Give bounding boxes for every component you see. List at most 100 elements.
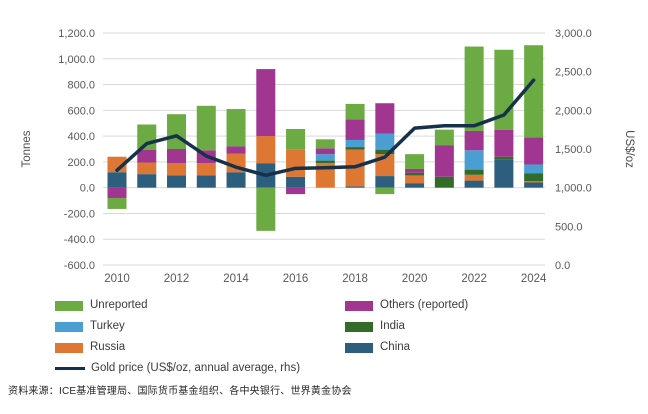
turkey-swatch-icon xyxy=(55,321,83,332)
bar-segment-russia-2022 xyxy=(464,174,484,181)
bar-segment-others-2017 xyxy=(315,148,335,155)
legend-item-unreported: Unreported xyxy=(55,295,345,316)
right-axis-tick: 500.0 xyxy=(555,221,583,233)
bar-segment-china-2023 xyxy=(494,159,514,188)
bar-segment-others-2018 xyxy=(345,119,365,140)
bar-segment-russia-2016 xyxy=(286,149,306,177)
gold-purchases-chart: -600.0 -400.0 -200.0 0.0 200.0 400.0 600.0 800.… xyxy=(21,28,635,285)
legend-item-china: China xyxy=(345,337,468,358)
bar-segment-unreported-2012 xyxy=(167,114,187,149)
x-axis-tick-2024: 2024 xyxy=(521,273,547,285)
bar-segment-others-2024 xyxy=(524,137,544,165)
bar-segment-unreported-2020 xyxy=(405,154,425,169)
bar-segment-russia-2015 xyxy=(256,136,276,164)
right-axis-tick: 2,500.0 xyxy=(555,67,592,79)
right-axis-tick: 1,500.0 xyxy=(555,144,592,156)
bar-segment-russia-2012 xyxy=(167,163,187,176)
x-axis-tick-2020: 2020 xyxy=(402,273,428,285)
legend-item-others: Others (reported) xyxy=(345,295,468,316)
legend-column-1: Unreported Turkey Russia Gold price (US$/oz… xyxy=(55,295,345,379)
left-axis-title: Tonnes xyxy=(21,130,33,167)
others-swatch-icon xyxy=(345,300,373,311)
bar-segment-china-2014 xyxy=(226,172,246,188)
bar-segment-others-2022 xyxy=(464,130,484,151)
right-axis-tick: 1,000.0 xyxy=(555,183,592,195)
bar-segment-china-2016 xyxy=(286,176,306,188)
x-axis-tick-2012: 2012 xyxy=(164,273,190,285)
bar-segment-india-2018 xyxy=(345,147,365,150)
legend-column-2: Others (reported) India China xyxy=(345,295,468,379)
bar-segment-others-2020 xyxy=(405,168,425,173)
legend-item-russia: Russia xyxy=(55,337,345,358)
bar-segment-others-2012 xyxy=(167,149,187,164)
bar-segment-unreported-2014 xyxy=(226,109,246,147)
legend-item-turkey: Turkey xyxy=(55,316,345,337)
left-axis-tick: 600.0 xyxy=(67,105,95,117)
chart-legend: Unreported Turkey Russia Gold price (US$/oz… xyxy=(55,295,615,379)
left-axis-tick: 400.0 xyxy=(67,131,95,143)
bar-segment-china-2019 xyxy=(375,176,395,188)
legend-label-russia: Russia xyxy=(90,340,126,353)
right-axis-tick: 2,000.0 xyxy=(555,105,592,117)
india-swatch-icon xyxy=(345,321,373,332)
bar-segment-china-2013 xyxy=(196,175,216,188)
legend-label-turkey: Turkey xyxy=(90,319,125,332)
bar-segment-china-2022 xyxy=(464,180,484,188)
left-axis-tick: -200.0 xyxy=(64,208,95,220)
bar-segment-india-2017 xyxy=(315,160,335,164)
bar-segment-china-2024 xyxy=(524,182,544,188)
left-axis-tick: 800.0 xyxy=(67,80,95,92)
left-axis-tick: 1,000.0 xyxy=(58,54,95,66)
russia-swatch-icon xyxy=(55,342,83,353)
bar-segment-china-2011 xyxy=(137,174,157,188)
bar-segment-china-2012 xyxy=(167,175,187,188)
bar-segment-unreported-2015 xyxy=(256,187,276,231)
left-axis-tick: 200.0 xyxy=(67,157,95,169)
bar-segment-others-2014 xyxy=(226,146,246,154)
bar-segment-india-2022 xyxy=(464,169,484,175)
bar-segment-others-2021 xyxy=(434,145,454,177)
bar-segment-others-2015 xyxy=(256,69,276,137)
bar-segment-unreported-2018 xyxy=(345,103,365,120)
bar-segment-india-2021 xyxy=(434,176,454,188)
bar-segment-turkey-2017 xyxy=(315,154,335,161)
bar-segment-others-2010 xyxy=(107,187,127,198)
bar-segment-others-2016 xyxy=(286,187,306,195)
bar-segment-turkey-2024 xyxy=(524,164,544,174)
legend-item-gold_price: Gold price (US$/oz, annual average, rhs) xyxy=(55,358,345,379)
x-axis-tick-2016: 2016 xyxy=(283,273,309,285)
bar-segment-russia-2011 xyxy=(137,162,157,175)
bar-segment-unreported-2017 xyxy=(315,139,335,149)
bar-segment-russia-2024 xyxy=(524,181,544,183)
bar-segment-russia-2013 xyxy=(196,163,216,176)
legend-label-india: India xyxy=(380,319,405,332)
bar-segment-unreported-2024 xyxy=(524,45,544,138)
bar-segment-turkey-2018 xyxy=(345,139,365,148)
bar-segment-china-2020 xyxy=(405,183,425,188)
left-axis-tick: -600.0 xyxy=(64,260,95,272)
bar-segment-india-2019 xyxy=(375,149,395,155)
bar-segment-russia-2020 xyxy=(405,175,425,184)
legend-label-gold_price: Gold price (US$/oz, annual average, rhs) xyxy=(91,361,301,374)
x-axis-tick-2022: 2022 xyxy=(461,273,487,285)
unreported-swatch-icon xyxy=(55,300,83,311)
legend-label-china: China xyxy=(380,340,411,353)
right-axis-title: US$/oz xyxy=(623,130,635,168)
source-note: 资料来源：ICE基准管理局、国际货币基金组织、各中央银行、世界黄金协会 xyxy=(8,386,352,397)
bar-segment-unreported-2013 xyxy=(196,105,216,151)
left-axis-tick: 0.0 xyxy=(80,183,95,195)
legend-label-unreported: Unreported xyxy=(90,298,148,311)
x-axis-tick-2018: 2018 xyxy=(342,273,368,285)
bar-segment-turkey-2019 xyxy=(375,133,395,150)
bar-segment-others-2023 xyxy=(494,129,514,157)
right-axis-tick: 0.0 xyxy=(555,260,570,272)
bar-segment-india-2024 xyxy=(524,173,544,182)
bar-segment-unreported-2021 xyxy=(434,129,454,146)
legend-item-india: India xyxy=(345,316,468,337)
gold-price-line xyxy=(115,78,536,178)
bar-segment-others-2011 xyxy=(137,149,157,163)
bar-segment-india-2023 xyxy=(494,156,514,160)
china-swatch-icon xyxy=(345,342,373,353)
x-axis-tick-2014: 2014 xyxy=(223,273,249,285)
